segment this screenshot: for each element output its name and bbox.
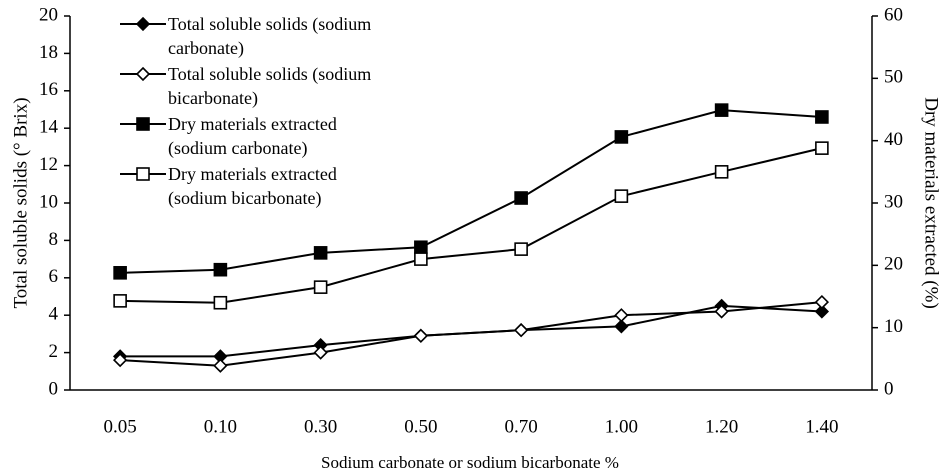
x-tick-label: 0.10	[204, 416, 237, 437]
series-line	[120, 147, 823, 304]
y-tick-label: 12	[39, 154, 58, 175]
legend: Total soluble solids (sodium carbonate) T…	[118, 12, 438, 212]
y-tick-label: 8	[49, 229, 59, 250]
square-marker	[213, 295, 228, 310]
y-tick-label: 10	[39, 191, 58, 212]
legend-label: Total soluble solids (sodium bicarbonate…	[168, 64, 372, 108]
y2-tick-label: 10	[884, 316, 903, 337]
x-tick-label: 0.05	[104, 416, 137, 437]
legend-item: Total soluble solids (sodium carbonate)	[118, 12, 438, 60]
square-marker	[136, 117, 150, 131]
diamond-marker	[814, 304, 830, 319]
legend-item: Total soluble solids (sodium bicarbonate…	[118, 62, 438, 110]
y2-tick-label: 30	[884, 191, 903, 212]
diamond-marker	[135, 66, 151, 82]
y-tick-label: 20	[39, 4, 58, 25]
y2-tick-label: 50	[884, 67, 903, 88]
legend-swatch	[120, 66, 166, 82]
diamond-marker	[112, 352, 128, 368]
legend-swatch	[120, 117, 166, 131]
diamond-marker	[814, 294, 830, 310]
legend-label: Dry materials extracted (sodium bicarbon…	[168, 164, 337, 208]
square-marker	[414, 252, 428, 266]
square-marker	[614, 189, 629, 203]
series-line	[120, 109, 822, 274]
square-marker	[815, 110, 829, 124]
y-tick-label: 2	[49, 341, 59, 362]
diamond-marker	[513, 323, 529, 338]
legend-swatch	[120, 167, 166, 181]
square-marker	[213, 262, 228, 277]
square-marker	[313, 280, 328, 294]
y-tick-label: 4	[49, 304, 59, 325]
series-line	[120, 301, 822, 367]
y2-tick-label: 0	[884, 378, 894, 399]
legend-label: Dry materials extracted (sodium carbonat…	[168, 114, 337, 158]
y-tick-label: 16	[39, 79, 58, 100]
diamond-marker	[714, 304, 729, 319]
y-tick-label: 18	[39, 42, 58, 63]
x-tick-label: 0.70	[505, 416, 538, 437]
square-marker	[614, 130, 629, 144]
y-tick-label: 14	[39, 117, 59, 138]
y2-tick-label: 20	[884, 254, 903, 275]
y-tick-label: 0	[49, 378, 59, 399]
diamond-marker	[313, 345, 328, 360]
y-tick-label: 6	[49, 266, 59, 287]
square-marker	[714, 103, 729, 117]
x-tick-label: 0.50	[404, 416, 437, 437]
square-marker	[113, 266, 127, 280]
x-axis-title: Sodium carbonate or sodium bicarbonate %	[321, 453, 619, 472]
legend-item: Dry materials extracted (sodium carbonat…	[118, 112, 438, 160]
square-marker	[714, 165, 729, 179]
square-marker	[414, 240, 428, 255]
diamond-marker	[135, 16, 151, 32]
x-tick-label: 1.20	[705, 416, 738, 437]
y-axis-title: Total soluble solids (° Brix)	[10, 97, 31, 308]
legend-swatch	[120, 16, 166, 32]
diamond-marker	[614, 308, 629, 323]
square-marker	[815, 141, 829, 155]
square-marker	[136, 167, 150, 181]
x-tick-label: 1.00	[605, 416, 638, 437]
y2-axis-title: Dry materials extracted (%)	[921, 97, 942, 309]
diamond-marker	[413, 328, 429, 343]
diamond-marker	[213, 358, 228, 373]
legend-label: Total soluble solids (sodium carbonate)	[168, 14, 372, 58]
x-tick-label: 1.40	[805, 416, 838, 437]
y2-tick-label: 40	[884, 129, 903, 150]
square-marker	[113, 294, 127, 308]
square-marker	[514, 242, 528, 256]
square-marker	[514, 191, 528, 205]
x-tick-label: 0.30	[304, 416, 337, 437]
y2-tick-label: 60	[884, 4, 903, 25]
square-marker	[313, 246, 328, 260]
legend-item: Dry materials extracted (sodium bicarbon…	[118, 162, 438, 210]
diamond-marker	[614, 319, 629, 334]
